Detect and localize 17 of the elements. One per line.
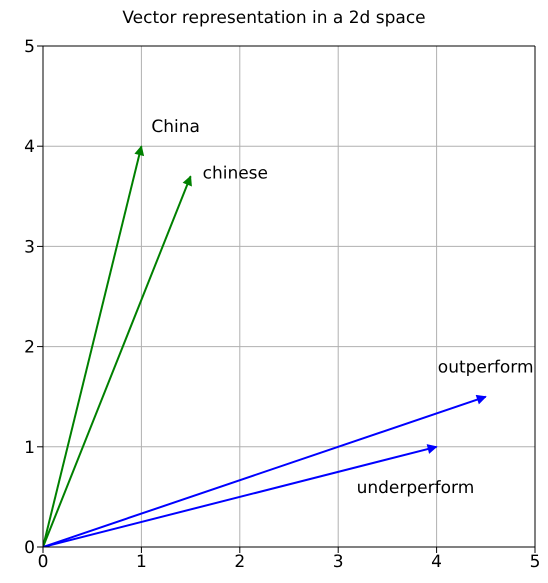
y-tick-label: 5 <box>24 37 35 58</box>
y-tick-label: 2 <box>24 338 35 358</box>
x-tick-label: 3 <box>332 552 344 572</box>
y-tick-label: 4 <box>24 137 35 158</box>
y-tick-label: 1 <box>24 438 35 458</box>
x-tick-label: 0 <box>38 552 48 572</box>
series-label: China <box>151 117 200 138</box>
series-label: underperform <box>356 478 474 498</box>
y-tick-label: 3 <box>24 237 35 258</box>
chart-title: Vector representation in a 2d space <box>121 7 427 30</box>
y-tick-label: 0 <box>24 538 35 558</box>
x-tick-label: 5 <box>530 552 540 572</box>
x-tick-label: 2 <box>234 552 246 572</box>
x-tick-label: 4 <box>431 552 442 572</box>
series-label: outperform <box>438 358 534 378</box>
series-label: chinese <box>202 163 268 184</box>
x-tick-label: 1 <box>136 552 147 572</box>
